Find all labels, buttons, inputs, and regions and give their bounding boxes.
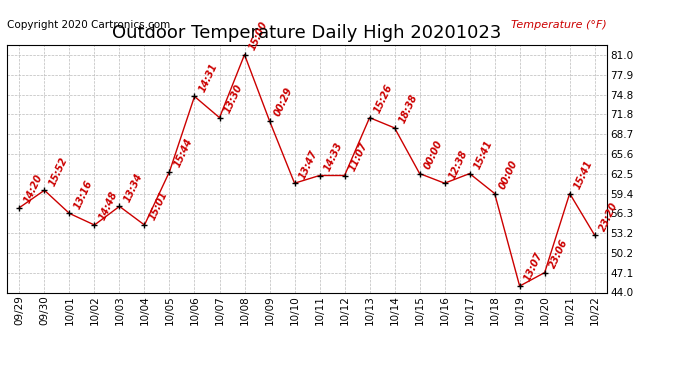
Text: 23:06: 23:06 xyxy=(547,238,569,270)
Text: 23:20: 23:20 xyxy=(598,200,620,232)
Text: 11:07: 11:07 xyxy=(347,141,369,173)
Text: 14:31: 14:31 xyxy=(197,62,219,94)
Text: 15:26: 15:26 xyxy=(373,82,395,115)
Text: 14:20: 14:20 xyxy=(22,172,44,205)
Text: Copyright 2020 Cartronics.com: Copyright 2020 Cartronics.com xyxy=(7,20,170,30)
Text: 14:33: 14:33 xyxy=(322,141,344,173)
Text: 15:41: 15:41 xyxy=(473,139,495,171)
Text: 15:44: 15:44 xyxy=(172,136,195,169)
Text: 15:52: 15:52 xyxy=(47,155,69,188)
Text: 13:30: 13:30 xyxy=(222,82,244,115)
Text: 15:00: 15:00 xyxy=(247,20,269,52)
Text: 13:34: 13:34 xyxy=(122,171,144,204)
Text: 13:16: 13:16 xyxy=(72,178,95,211)
Title: Outdoor Temperature Daily High 20201023: Outdoor Temperature Daily High 20201023 xyxy=(112,24,502,42)
Text: Temperature (°F): Temperature (°F) xyxy=(511,20,607,30)
Text: 13:07: 13:07 xyxy=(522,251,544,283)
Text: 18:38: 18:38 xyxy=(397,93,420,125)
Text: 13:47: 13:47 xyxy=(297,148,319,180)
Text: 15:41: 15:41 xyxy=(573,159,595,191)
Text: 14:48: 14:48 xyxy=(97,190,119,222)
Text: 00:00: 00:00 xyxy=(422,139,444,171)
Text: 15:01: 15:01 xyxy=(147,190,169,222)
Text: 00:00: 00:00 xyxy=(497,159,520,191)
Text: 00:29: 00:29 xyxy=(273,86,295,118)
Text: 12:38: 12:38 xyxy=(447,148,469,180)
